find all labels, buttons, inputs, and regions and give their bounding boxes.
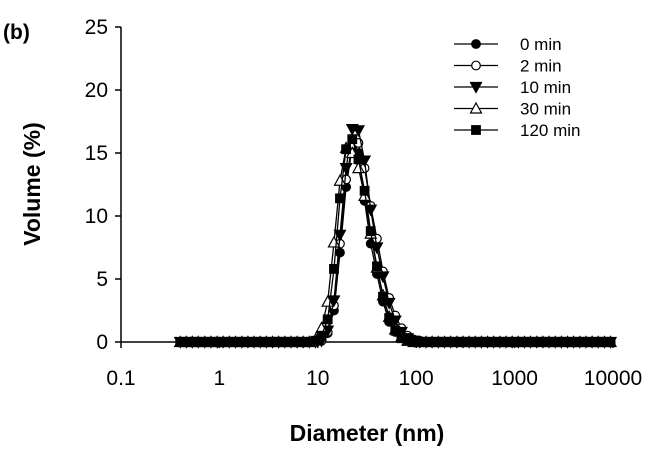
x-axis-title: Diameter (nm) (290, 420, 445, 446)
x-tick-label: 100 (399, 367, 434, 390)
y-tick-label: 20 (85, 79, 108, 102)
data-point (329, 264, 339, 274)
legend-label: 0 min (520, 35, 562, 54)
legend-label: 30 min (520, 100, 571, 119)
legend-entry: 2 min (454, 57, 562, 76)
data-point (341, 144, 352, 155)
y-tick-label: 15 (85, 142, 108, 165)
x-tick-label: 1000 (491, 367, 538, 390)
data-point (310, 335, 321, 346)
x-tick-label: 10000 (584, 367, 642, 390)
y-tick-label: 5 (96, 268, 108, 291)
data-point (605, 337, 616, 347)
y-tick-label: 10 (85, 205, 108, 228)
legend-marker (471, 60, 481, 71)
series-120-min (175, 134, 616, 347)
y-ticks: 0 5 10 15 20 25 (85, 16, 121, 354)
series-line (180, 128, 611, 343)
x-tick-label: 1 (214, 367, 226, 390)
legend-marker (471, 39, 481, 49)
legend-entry: 120 min (454, 121, 580, 140)
legend: 0 min 2 min 10 min 30 min 120 min (454, 35, 580, 140)
data-point (347, 134, 358, 145)
data-point (390, 325, 401, 336)
legend-label: 10 min (520, 78, 571, 97)
legend-entry: 0 min (454, 35, 562, 54)
legend-label: 2 min (520, 57, 562, 76)
data-point (322, 314, 333, 325)
series-2-min (175, 138, 616, 347)
legend-marker (471, 125, 481, 135)
data-point (335, 193, 345, 204)
data-point (365, 226, 376, 237)
data-point (351, 125, 365, 138)
legend-marker (469, 81, 483, 94)
data-point (384, 313, 395, 323)
legend-entry: 10 min (454, 78, 571, 97)
x-ticks: 0.1 1 10 100 1000 10000 (106, 342, 642, 390)
legend-entry: 30 min (454, 100, 571, 119)
data-point (353, 154, 364, 165)
legend-marker (469, 101, 483, 114)
legend-label: 120 min (520, 121, 580, 140)
y-tick-label: 0 (96, 331, 108, 354)
y-tick-label: 25 (85, 16, 108, 39)
data-point (378, 291, 388, 302)
series-layer (173, 123, 618, 349)
data-point (372, 261, 382, 272)
y-axis-title: Volume (%) (19, 122, 45, 246)
x-tick-label: 10 (306, 367, 329, 390)
data-point (359, 185, 370, 196)
panel-label: (b) (3, 21, 30, 44)
x-tick-label: 0.1 (106, 367, 135, 390)
data-point (327, 295, 341, 308)
data-point (316, 330, 327, 341)
